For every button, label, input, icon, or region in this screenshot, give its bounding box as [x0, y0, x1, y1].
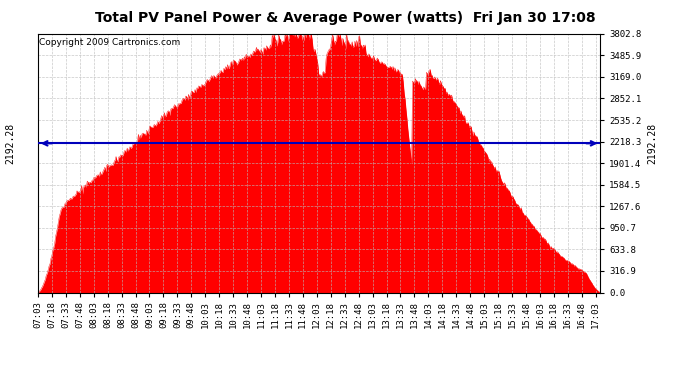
Text: Total PV Panel Power & Average Power (watts)  Fri Jan 30 17:08: Total PV Panel Power & Average Power (wa… [95, 11, 595, 25]
Text: 2192.28: 2192.28 [6, 123, 15, 164]
Text: 2192.28: 2192.28 [647, 123, 657, 164]
Text: Copyright 2009 Cartronics.com: Copyright 2009 Cartronics.com [39, 38, 180, 46]
